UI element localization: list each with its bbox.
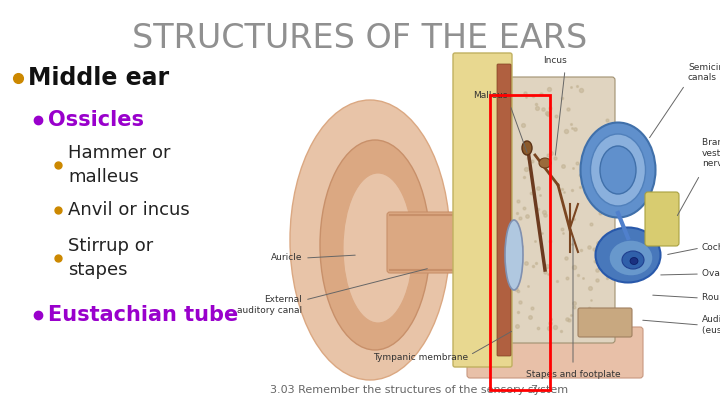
- Text: Eustachian tube: Eustachian tube: [48, 305, 238, 325]
- FancyBboxPatch shape: [645, 192, 679, 246]
- FancyBboxPatch shape: [578, 308, 632, 337]
- Text: Semicircular
canals: Semicircular canals: [688, 63, 720, 82]
- Ellipse shape: [580, 122, 655, 217]
- Text: Auricle: Auricle: [271, 254, 302, 262]
- Text: Tympanic membrane: Tympanic membrane: [373, 354, 468, 362]
- Ellipse shape: [590, 134, 646, 206]
- Text: Stirrup or
stapes: Stirrup or stapes: [68, 237, 153, 279]
- Text: Ossicles: Ossicles: [48, 110, 144, 130]
- Ellipse shape: [595, 228, 660, 283]
- Ellipse shape: [320, 140, 430, 350]
- FancyBboxPatch shape: [453, 53, 512, 367]
- Text: Hammer or
malleus: Hammer or malleus: [68, 144, 171, 186]
- Ellipse shape: [522, 141, 532, 155]
- Text: 3.03 Remember the structures of the sensory system: 3.03 Remember the structures of the sens…: [270, 385, 568, 395]
- FancyBboxPatch shape: [387, 212, 473, 273]
- FancyBboxPatch shape: [509, 77, 615, 343]
- FancyBboxPatch shape: [497, 64, 511, 356]
- Text: Round window: Round window: [702, 294, 720, 303]
- Bar: [490, 95, 550, 390]
- Ellipse shape: [290, 100, 450, 380]
- Ellipse shape: [609, 240, 653, 276]
- Text: Auditory
(eustachian) tube: Auditory (eustachian) tube: [702, 315, 720, 335]
- Text: Branches of
vestbulocochlear
nerve: Branches of vestbulocochlear nerve: [702, 138, 720, 168]
- Text: External
auditory canal: External auditory canal: [237, 295, 302, 315]
- Text: Cochlea: Cochlea: [702, 243, 720, 252]
- Ellipse shape: [505, 220, 523, 290]
- Ellipse shape: [539, 158, 551, 168]
- Text: 7: 7: [530, 385, 537, 395]
- Text: Malleus: Malleus: [474, 91, 508, 100]
- FancyBboxPatch shape: [467, 327, 643, 378]
- Text: Incus: Incus: [543, 56, 567, 65]
- Text: Anvil or incus: Anvil or incus: [68, 201, 190, 219]
- Text: Middle ear: Middle ear: [28, 66, 169, 90]
- Text: STRUCTURES OF THE EARS: STRUCTURES OF THE EARS: [132, 22, 588, 55]
- Text: Stapes and footplate: Stapes and footplate: [526, 370, 621, 379]
- Ellipse shape: [630, 258, 638, 264]
- Ellipse shape: [343, 173, 413, 323]
- Ellipse shape: [622, 251, 644, 269]
- Ellipse shape: [600, 146, 636, 194]
- Text: Oval window: Oval window: [702, 269, 720, 279]
